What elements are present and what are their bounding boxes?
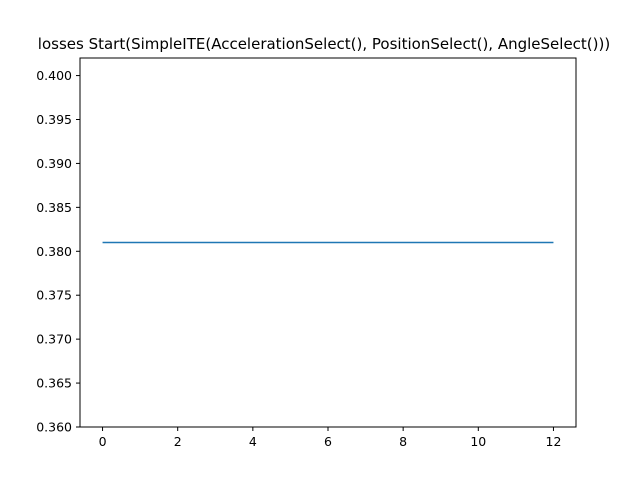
x-tick-label: 12	[546, 434, 562, 449]
y-tick-label: 0.390	[36, 156, 72, 171]
x-tick-label: 6	[324, 434, 332, 449]
y-tick-label: 0.375	[36, 288, 72, 303]
x-tick-label: 2	[174, 434, 182, 449]
x-axis: 0 2 4 6 8 10 12	[99, 427, 562, 449]
y-tick-label: 0.395	[36, 112, 72, 127]
y-tick-label: 0.385	[36, 200, 72, 215]
y-tick-label: 0.370	[36, 332, 72, 347]
y-tick-label: 0.360	[36, 420, 72, 435]
x-tick-label: 4	[249, 434, 257, 449]
x-tick-label: 8	[399, 434, 407, 449]
y-axis: 0.360 0.365 0.370 0.375 0.380 0.385 0.390 0.395…	[36, 68, 80, 435]
chart-title: losses Start(SimpleITE(AccelerationSelec…	[38, 35, 610, 53]
x-tick-label: 0	[99, 434, 107, 449]
x-tick-label: 10	[470, 434, 486, 449]
y-tick-label: 0.380	[36, 244, 72, 259]
plot-area	[79, 57, 577, 428]
y-tick-label: 0.365	[36, 376, 72, 391]
y-tick-label: 0.400	[36, 68, 72, 83]
